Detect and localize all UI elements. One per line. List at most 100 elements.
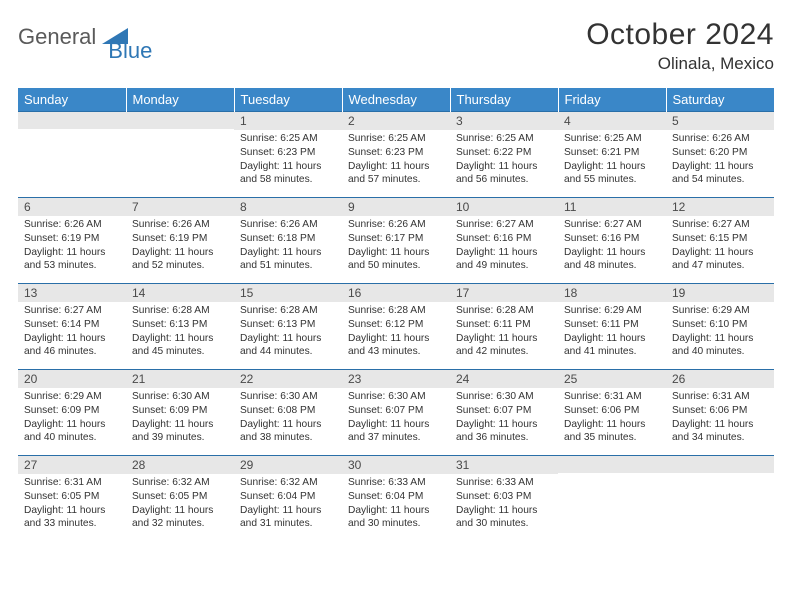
day-number: 24	[450, 370, 558, 388]
day-details: Sunrise: 6:32 AMSunset: 6:05 PMDaylight:…	[126, 474, 234, 535]
calendar-week-row: 27Sunrise: 6:31 AMSunset: 6:05 PMDayligh…	[18, 456, 774, 542]
day-number: 7	[126, 198, 234, 216]
calendar-day-cell: 18Sunrise: 6:29 AMSunset: 6:11 PMDayligh…	[558, 284, 666, 370]
day-details: Sunrise: 6:31 AMSunset: 6:06 PMDaylight:…	[666, 388, 774, 449]
day-details: Sunrise: 6:27 AMSunset: 6:15 PMDaylight:…	[666, 216, 774, 277]
day-details: Sunrise: 6:33 AMSunset: 6:04 PMDaylight:…	[342, 474, 450, 535]
day-number: 26	[666, 370, 774, 388]
daynum-bar	[18, 112, 126, 129]
day-details: Sunrise: 6:29 AMSunset: 6:11 PMDaylight:…	[558, 302, 666, 363]
calendar-empty-cell	[126, 112, 234, 198]
day-number: 2	[342, 112, 450, 130]
calendar-day-cell: 17Sunrise: 6:28 AMSunset: 6:11 PMDayligh…	[450, 284, 558, 370]
calendar-head: SundayMondayTuesdayWednesdayThursdayFrid…	[18, 88, 774, 112]
calendar-empty-cell	[558, 456, 666, 542]
calendar-day-cell: 6Sunrise: 6:26 AMSunset: 6:19 PMDaylight…	[18, 198, 126, 284]
day-details: Sunrise: 6:33 AMSunset: 6:03 PMDaylight:…	[450, 474, 558, 535]
day-details: Sunrise: 6:30 AMSunset: 6:09 PMDaylight:…	[126, 388, 234, 449]
day-details: Sunrise: 6:30 AMSunset: 6:07 PMDaylight:…	[450, 388, 558, 449]
calendar-day-cell: 8Sunrise: 6:26 AMSunset: 6:18 PMDaylight…	[234, 198, 342, 284]
logo-text-blue: Blue	[108, 38, 152, 64]
day-details: Sunrise: 6:29 AMSunset: 6:09 PMDaylight:…	[18, 388, 126, 449]
calendar-week-row: 20Sunrise: 6:29 AMSunset: 6:09 PMDayligh…	[18, 370, 774, 456]
calendar-day-cell: 3Sunrise: 6:25 AMSunset: 6:22 PMDaylight…	[450, 112, 558, 198]
calendar-day-cell: 22Sunrise: 6:30 AMSunset: 6:08 PMDayligh…	[234, 370, 342, 456]
day-number: 23	[342, 370, 450, 388]
day-details: Sunrise: 6:28 AMSunset: 6:13 PMDaylight:…	[234, 302, 342, 363]
day-details: Sunrise: 6:28 AMSunset: 6:13 PMDaylight:…	[126, 302, 234, 363]
calendar-day-cell: 5Sunrise: 6:26 AMSunset: 6:20 PMDaylight…	[666, 112, 774, 198]
day-number: 6	[18, 198, 126, 216]
calendar-day-cell: 27Sunrise: 6:31 AMSunset: 6:05 PMDayligh…	[18, 456, 126, 542]
day-number: 21	[126, 370, 234, 388]
day-details: Sunrise: 6:27 AMSunset: 6:14 PMDaylight:…	[18, 302, 126, 363]
day-number: 19	[666, 284, 774, 302]
calendar-day-cell: 24Sunrise: 6:30 AMSunset: 6:07 PMDayligh…	[450, 370, 558, 456]
day-details: Sunrise: 6:30 AMSunset: 6:08 PMDaylight:…	[234, 388, 342, 449]
day-number: 14	[126, 284, 234, 302]
day-details: Sunrise: 6:26 AMSunset: 6:19 PMDaylight:…	[18, 216, 126, 277]
day-number: 30	[342, 456, 450, 474]
weekday-header: Friday	[558, 88, 666, 112]
day-details: Sunrise: 6:25 AMSunset: 6:23 PMDaylight:…	[234, 130, 342, 191]
location-label: Olinala, Mexico	[586, 54, 774, 74]
day-details: Sunrise: 6:26 AMSunset: 6:20 PMDaylight:…	[666, 130, 774, 191]
title-block: October 2024 Olinala, Mexico	[586, 18, 774, 74]
day-number: 4	[558, 112, 666, 130]
calendar-day-cell: 30Sunrise: 6:33 AMSunset: 6:04 PMDayligh…	[342, 456, 450, 542]
calendar-day-cell: 25Sunrise: 6:31 AMSunset: 6:06 PMDayligh…	[558, 370, 666, 456]
day-details: Sunrise: 6:28 AMSunset: 6:11 PMDaylight:…	[450, 302, 558, 363]
day-details: Sunrise: 6:25 AMSunset: 6:23 PMDaylight:…	[342, 130, 450, 191]
header: General Blue October 2024 Olinala, Mexic…	[18, 18, 774, 74]
day-details: Sunrise: 6:27 AMSunset: 6:16 PMDaylight:…	[558, 216, 666, 277]
page-title: October 2024	[586, 18, 774, 52]
calendar-day-cell: 1Sunrise: 6:25 AMSunset: 6:23 PMDaylight…	[234, 112, 342, 198]
calendar-empty-cell	[666, 456, 774, 542]
day-details: Sunrise: 6:26 AMSunset: 6:17 PMDaylight:…	[342, 216, 450, 277]
calendar-day-cell: 19Sunrise: 6:29 AMSunset: 6:10 PMDayligh…	[666, 284, 774, 370]
day-number: 27	[18, 456, 126, 474]
daynum-bar	[666, 456, 774, 473]
daynum-bar	[126, 112, 234, 129]
weekday-header: Thursday	[450, 88, 558, 112]
calendar-day-cell: 31Sunrise: 6:33 AMSunset: 6:03 PMDayligh…	[450, 456, 558, 542]
calendar-day-cell: 4Sunrise: 6:25 AMSunset: 6:21 PMDaylight…	[558, 112, 666, 198]
calendar-day-cell: 26Sunrise: 6:31 AMSunset: 6:06 PMDayligh…	[666, 370, 774, 456]
calendar-day-cell: 12Sunrise: 6:27 AMSunset: 6:15 PMDayligh…	[666, 198, 774, 284]
day-number: 11	[558, 198, 666, 216]
weekday-header: Sunday	[18, 88, 126, 112]
day-number: 20	[18, 370, 126, 388]
calendar-table: SundayMondayTuesdayWednesdayThursdayFrid…	[18, 88, 774, 542]
logo-text-general: General	[18, 24, 96, 50]
calendar-day-cell: 20Sunrise: 6:29 AMSunset: 6:09 PMDayligh…	[18, 370, 126, 456]
day-details: Sunrise: 6:31 AMSunset: 6:05 PMDaylight:…	[18, 474, 126, 535]
weekday-header: Wednesday	[342, 88, 450, 112]
day-details: Sunrise: 6:30 AMSunset: 6:07 PMDaylight:…	[342, 388, 450, 449]
calendar-day-cell: 9Sunrise: 6:26 AMSunset: 6:17 PMDaylight…	[342, 198, 450, 284]
day-number: 13	[18, 284, 126, 302]
calendar-day-cell: 15Sunrise: 6:28 AMSunset: 6:13 PMDayligh…	[234, 284, 342, 370]
day-details: Sunrise: 6:28 AMSunset: 6:12 PMDaylight:…	[342, 302, 450, 363]
day-number: 18	[558, 284, 666, 302]
calendar-day-cell: 29Sunrise: 6:32 AMSunset: 6:04 PMDayligh…	[234, 456, 342, 542]
day-number: 17	[450, 284, 558, 302]
calendar-day-cell: 2Sunrise: 6:25 AMSunset: 6:23 PMDaylight…	[342, 112, 450, 198]
calendar-week-row: 1Sunrise: 6:25 AMSunset: 6:23 PMDaylight…	[18, 112, 774, 198]
day-number: 5	[666, 112, 774, 130]
day-number: 8	[234, 198, 342, 216]
day-number: 10	[450, 198, 558, 216]
day-details: Sunrise: 6:32 AMSunset: 6:04 PMDaylight:…	[234, 474, 342, 535]
day-details: Sunrise: 6:25 AMSunset: 6:22 PMDaylight:…	[450, 130, 558, 191]
logo: General Blue	[18, 18, 152, 50]
weekday-header: Monday	[126, 88, 234, 112]
day-details: Sunrise: 6:26 AMSunset: 6:19 PMDaylight:…	[126, 216, 234, 277]
day-number: 9	[342, 198, 450, 216]
day-number: 3	[450, 112, 558, 130]
calendar-day-cell: 11Sunrise: 6:27 AMSunset: 6:16 PMDayligh…	[558, 198, 666, 284]
weekday-header: Saturday	[666, 88, 774, 112]
day-details: Sunrise: 6:27 AMSunset: 6:16 PMDaylight:…	[450, 216, 558, 277]
day-details: Sunrise: 6:25 AMSunset: 6:21 PMDaylight:…	[558, 130, 666, 191]
calendar-day-cell: 13Sunrise: 6:27 AMSunset: 6:14 PMDayligh…	[18, 284, 126, 370]
calendar-day-cell: 21Sunrise: 6:30 AMSunset: 6:09 PMDayligh…	[126, 370, 234, 456]
calendar-empty-cell	[18, 112, 126, 198]
